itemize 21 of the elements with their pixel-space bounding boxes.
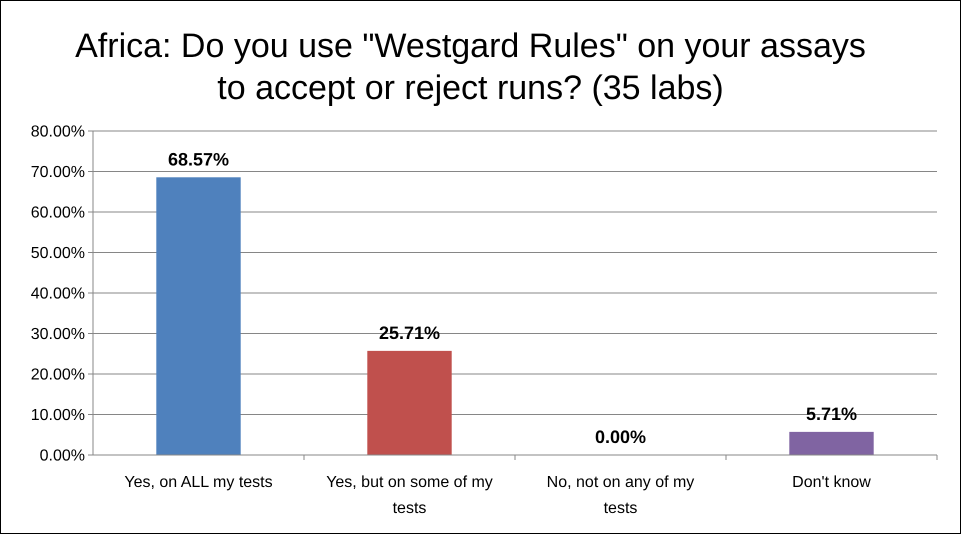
bar <box>789 432 874 455</box>
data-label: 0.00% <box>594 427 646 447</box>
x-tick-label: No, not on any of my tests <box>546 474 694 517</box>
x-tick-label: Yes, but on some of my tests <box>326 474 493 517</box>
y-tick-label: 40.00% <box>30 286 85 303</box>
x-tick-label: Don't know <box>792 474 872 491</box>
y-tick-label: 50.00% <box>30 245 85 262</box>
chart-title: Africa: Do you use "Westgard Rules" on your assays to accept or reject runs? (35 labs) <box>75 27 866 107</box>
y-tick-label: 20.00% <box>30 366 85 384</box>
data-label: 5.71% <box>806 404 858 424</box>
y-tick-label: 0.00% <box>40 448 85 465</box>
bar <box>367 350 452 455</box>
data-label: 68.57% <box>168 149 230 170</box>
y-tick-label: 80.00% <box>30 124 85 141</box>
y-tick-label: 60.00% <box>30 204 85 222</box>
bar <box>156 177 241 455</box>
y-tick-label: 30.00% <box>30 326 85 344</box>
y-tick-label: 70.00% <box>30 164 85 182</box>
x-tick-label: Yes, on ALL my tests <box>124 474 273 491</box>
data-label: 25.71% <box>378 322 440 343</box>
y-tick-label: 10.00% <box>30 407 85 424</box>
